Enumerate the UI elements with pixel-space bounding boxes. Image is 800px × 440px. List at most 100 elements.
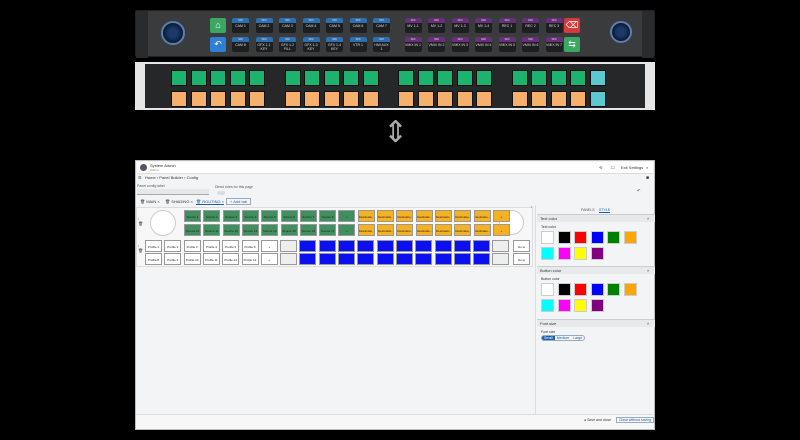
source-button[interactable]: Source 3 [222, 210, 240, 222]
rack-key[interactable] [476, 91, 492, 107]
chevron-up-icon[interactable]: ˄ [647, 216, 650, 221]
routing-button[interactable] [473, 240, 491, 252]
hardware-key[interactable]: SDI VMIX IN 4 [475, 37, 492, 52]
hardware-key[interactable]: SDI VMIX IN 7 [545, 37, 563, 52]
rack-key[interactable] [249, 91, 265, 107]
hardware-key[interactable]: SDI VTR 1 [349, 37, 367, 52]
color-swatch[interactable] [557, 231, 571, 244]
rack-key[interactable] [417, 91, 434, 107]
color-swatch[interactable] [607, 231, 620, 244]
routing-button[interactable] [338, 253, 355, 265]
rack-key[interactable] [190, 70, 207, 86]
tab-shading[interactable]: 🗑 SHADING × [165, 199, 193, 204]
share-icon[interactable]: ⇆ [564, 37, 580, 52]
rack-key[interactable] [550, 91, 567, 107]
color-swatch[interactable] [541, 247, 554, 260]
source-button[interactable]: Source 16 [299, 224, 317, 236]
hardware-key[interactable]: SDI MV 1-4 [475, 18, 492, 33]
source-button[interactable]: Source 8 [319, 210, 337, 222]
rack-key[interactable] [531, 70, 547, 86]
undo-icon[interactable]: ↶ [637, 188, 641, 193]
source-button[interactable]: Source 13 [241, 224, 259, 236]
chevron-up-icon[interactable]: ˄ [647, 268, 650, 273]
color-swatch[interactable] [590, 299, 604, 312]
profile-button[interactable]: + [260, 253, 278, 265]
color-swatch[interactable] [623, 283, 637, 296]
routing-button[interactable] [299, 240, 317, 252]
delete-icon[interactable]: ⌫ [564, 18, 580, 33]
hardware-key[interactable]: SDI REC 3 [545, 18, 563, 33]
sidebar-toggle-icon[interactable]: ☰ [138, 175, 142, 180]
destination-button[interactable]: + [492, 210, 510, 222]
close-without-saving-button[interactable]: Close without saving [616, 417, 655, 423]
rack-key[interactable] [589, 70, 606, 86]
button-color-section[interactable]: Button color ˄ [537, 266, 655, 274]
routing-button[interactable] [415, 240, 433, 252]
tab-panels[interactable]: PANELS [581, 208, 595, 212]
font-size-section[interactable]: Font size ˄ [537, 319, 655, 327]
font-size-large[interactable]: Large [573, 336, 583, 340]
font-size-small[interactable]: Small [542, 336, 555, 340]
hardware-key[interactable]: SDI VMIX IN 1 [404, 37, 422, 52]
rack-key[interactable] [589, 91, 606, 107]
hardware-key[interactable]: SDI VMIX IN 3 [451, 37, 469, 52]
hardware-key[interactable]: SDI HMI AUX 1 [373, 37, 390, 52]
save-and-close-button[interactable]: ● Save and close [584, 418, 612, 422]
destination-button[interactable]: Destinatio... [454, 224, 472, 236]
source-button[interactable]: Source 4 [241, 210, 259, 222]
hardware-key[interactable]: SDI GFX 1-2 FILL [279, 37, 296, 52]
color-swatch[interactable] [590, 231, 604, 244]
rack-key[interactable] [190, 91, 207, 107]
hardware-key[interactable]: SDI CAM 7 [373, 18, 390, 33]
source-button[interactable]: Source 2 [203, 210, 221, 222]
routing-button[interactable] [415, 253, 433, 265]
tab-routing[interactable]: 🗑 ROUTING × [196, 199, 225, 205]
color-swatch[interactable] [623, 231, 637, 244]
routing-button[interactable] [376, 253, 394, 265]
source-button[interactable]: Source 1 [184, 210, 201, 222]
profile-button[interactable]: Profile 10 [183, 253, 201, 265]
text-color-section[interactable]: Text color ˄ [537, 214, 655, 222]
hardware-key[interactable]: SDI REC 1 [498, 18, 516, 33]
hardware-key[interactable]: SDI VMIX IN 6 [522, 37, 539, 52]
color-swatch[interactable] [557, 283, 571, 296]
hardware-key[interactable]: SDI CAM 1 [232, 18, 249, 33]
destination-button[interactable]: + [492, 224, 510, 236]
profile-button[interactable]: Profile 9 [164, 253, 182, 265]
config-label-input[interactable] [137, 189, 209, 195]
hardware-key[interactable]: SDI CAM 4 [302, 18, 320, 33]
source-button[interactable]: + [338, 210, 356, 222]
tab-style[interactable]: STYLE [599, 208, 611, 213]
routing-button[interactable] [318, 240, 336, 252]
font-size-medium[interactable]: Medium [556, 336, 570, 340]
source-button[interactable]: Source 14 [261, 224, 279, 236]
destination-button[interactable]: Destinatio... [396, 210, 414, 222]
routing-button[interactable] [434, 253, 452, 265]
rack-key[interactable] [570, 91, 586, 107]
routing-button[interactable] [395, 253, 413, 265]
rack-key[interactable] [171, 91, 187, 107]
rack-key[interactable] [570, 70, 586, 86]
rotary-knob-left[interactable] [161, 21, 185, 45]
rack-key[interactable] [362, 70, 379, 86]
hardware-key[interactable]: SDI GFX 1-1 KEY [255, 37, 273, 52]
add-tab-button[interactable]: + Add tab [226, 198, 252, 205]
hardware-key[interactable]: SDI CAM 8 [232, 37, 249, 52]
rack-key[interactable] [476, 70, 492, 86]
profile-button[interactable]: Profile 13 [241, 253, 259, 265]
tab-main[interactable]: 🗑 MAIN × [140, 199, 160, 204]
breadcrumb-home[interactable]: Home [145, 175, 156, 180]
destination-button[interactable]: Destinatio... [415, 210, 433, 222]
profile-button[interactable]: Profile 11 [202, 253, 220, 265]
collapse-icon[interactable]: ‹ [531, 204, 533, 209]
go-to-routing-button[interactable]: Go to Routing [513, 253, 530, 265]
color-swatch[interactable] [541, 299, 554, 312]
source-button[interactable]: + [338, 224, 356, 236]
history-icon[interactable]: ⟲ [599, 165, 603, 170]
home-icon[interactable]: ⌂ [210, 18, 226, 33]
rack-key[interactable] [362, 91, 379, 107]
destination-button[interactable]: Destinatio... [396, 224, 414, 236]
row-icons[interactable]: ⁞ 🗑 [138, 243, 144, 253]
color-swatch[interactable] [557, 247, 571, 260]
destination-button[interactable]: Destinatio... [454, 210, 472, 222]
